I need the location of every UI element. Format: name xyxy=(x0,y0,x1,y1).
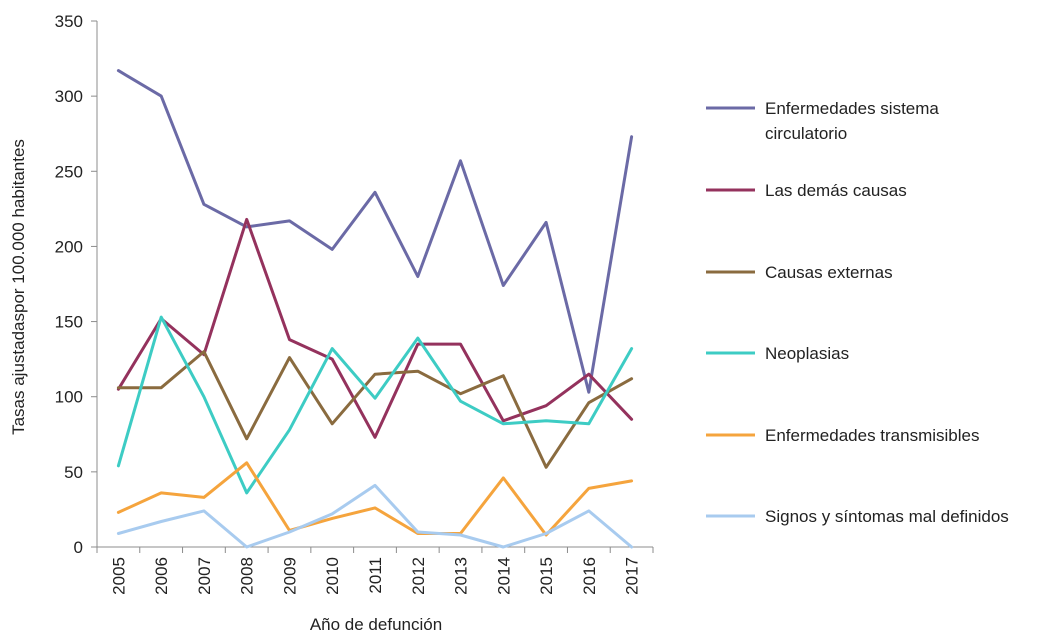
x-axis: 2005 2006 2007 2008 2009 2010 2011 2012 2013 2014… xyxy=(96,546,654,595)
x-tick-label: 2013 xyxy=(452,557,471,595)
x-tick-label: 2016 xyxy=(580,557,599,595)
legend-label: Las demás causas xyxy=(765,181,907,200)
x-tick-label: 2014 xyxy=(494,557,513,595)
legend-label: Enfermedades sistema xyxy=(765,99,939,118)
x-tick-label: 2006 xyxy=(152,557,171,595)
x-tick-label: 2008 xyxy=(238,557,257,595)
series-line-6 xyxy=(116,483,634,549)
y-axis: 0 50 100 150 200 250 300 350 xyxy=(55,12,98,557)
y-tick-label: 50 xyxy=(64,463,83,482)
legend-label: Enfermedades transmisibles xyxy=(765,426,979,445)
legend-label: Neoplasias xyxy=(765,344,849,363)
x-tick-label: 2007 xyxy=(195,557,214,595)
legend-label: Signos y síntomas mal definidos xyxy=(765,507,1009,526)
legend-label: circulatorio xyxy=(765,124,847,143)
y-tick-label: 250 xyxy=(55,162,83,181)
y-tick-label: 200 xyxy=(55,237,83,256)
x-tick-label: 2012 xyxy=(409,557,428,595)
series-line-3 xyxy=(116,350,634,469)
y-tick-label: 0 xyxy=(74,538,83,557)
x-tick-label: 2015 xyxy=(537,557,556,595)
x-tick-label: 2011 xyxy=(366,557,385,594)
x-tick-label: 2017 xyxy=(623,557,642,595)
legend: Enfermedades sistema circulatorio Las demá… xyxy=(706,99,1009,526)
y-tick-label: 150 xyxy=(55,313,83,332)
x-tick-label: 2010 xyxy=(323,557,342,595)
y-tick-label: 100 xyxy=(55,388,83,407)
series-line-1 xyxy=(116,69,634,394)
series-line-5 xyxy=(116,461,634,537)
y-tick-label: 350 xyxy=(55,12,83,31)
y-axis-title: Tasas ajustadaspor 100.000 habitantes xyxy=(9,139,28,435)
legend-label: Causas externas xyxy=(765,263,893,282)
series-line-4 xyxy=(116,315,634,495)
y-tick-label: 300 xyxy=(55,87,83,106)
x-tick-label: 2005 xyxy=(109,557,128,595)
x-tick-label: 2009 xyxy=(280,557,299,595)
series-lines xyxy=(116,69,634,549)
x-axis-title: Año de defunción xyxy=(310,615,442,634)
